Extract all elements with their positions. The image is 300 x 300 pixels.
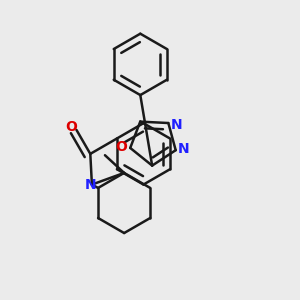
Text: N: N xyxy=(85,178,96,192)
Text: O: O xyxy=(66,120,78,134)
Text: N: N xyxy=(178,142,190,156)
Text: N: N xyxy=(171,118,182,132)
Text: O: O xyxy=(115,140,127,154)
